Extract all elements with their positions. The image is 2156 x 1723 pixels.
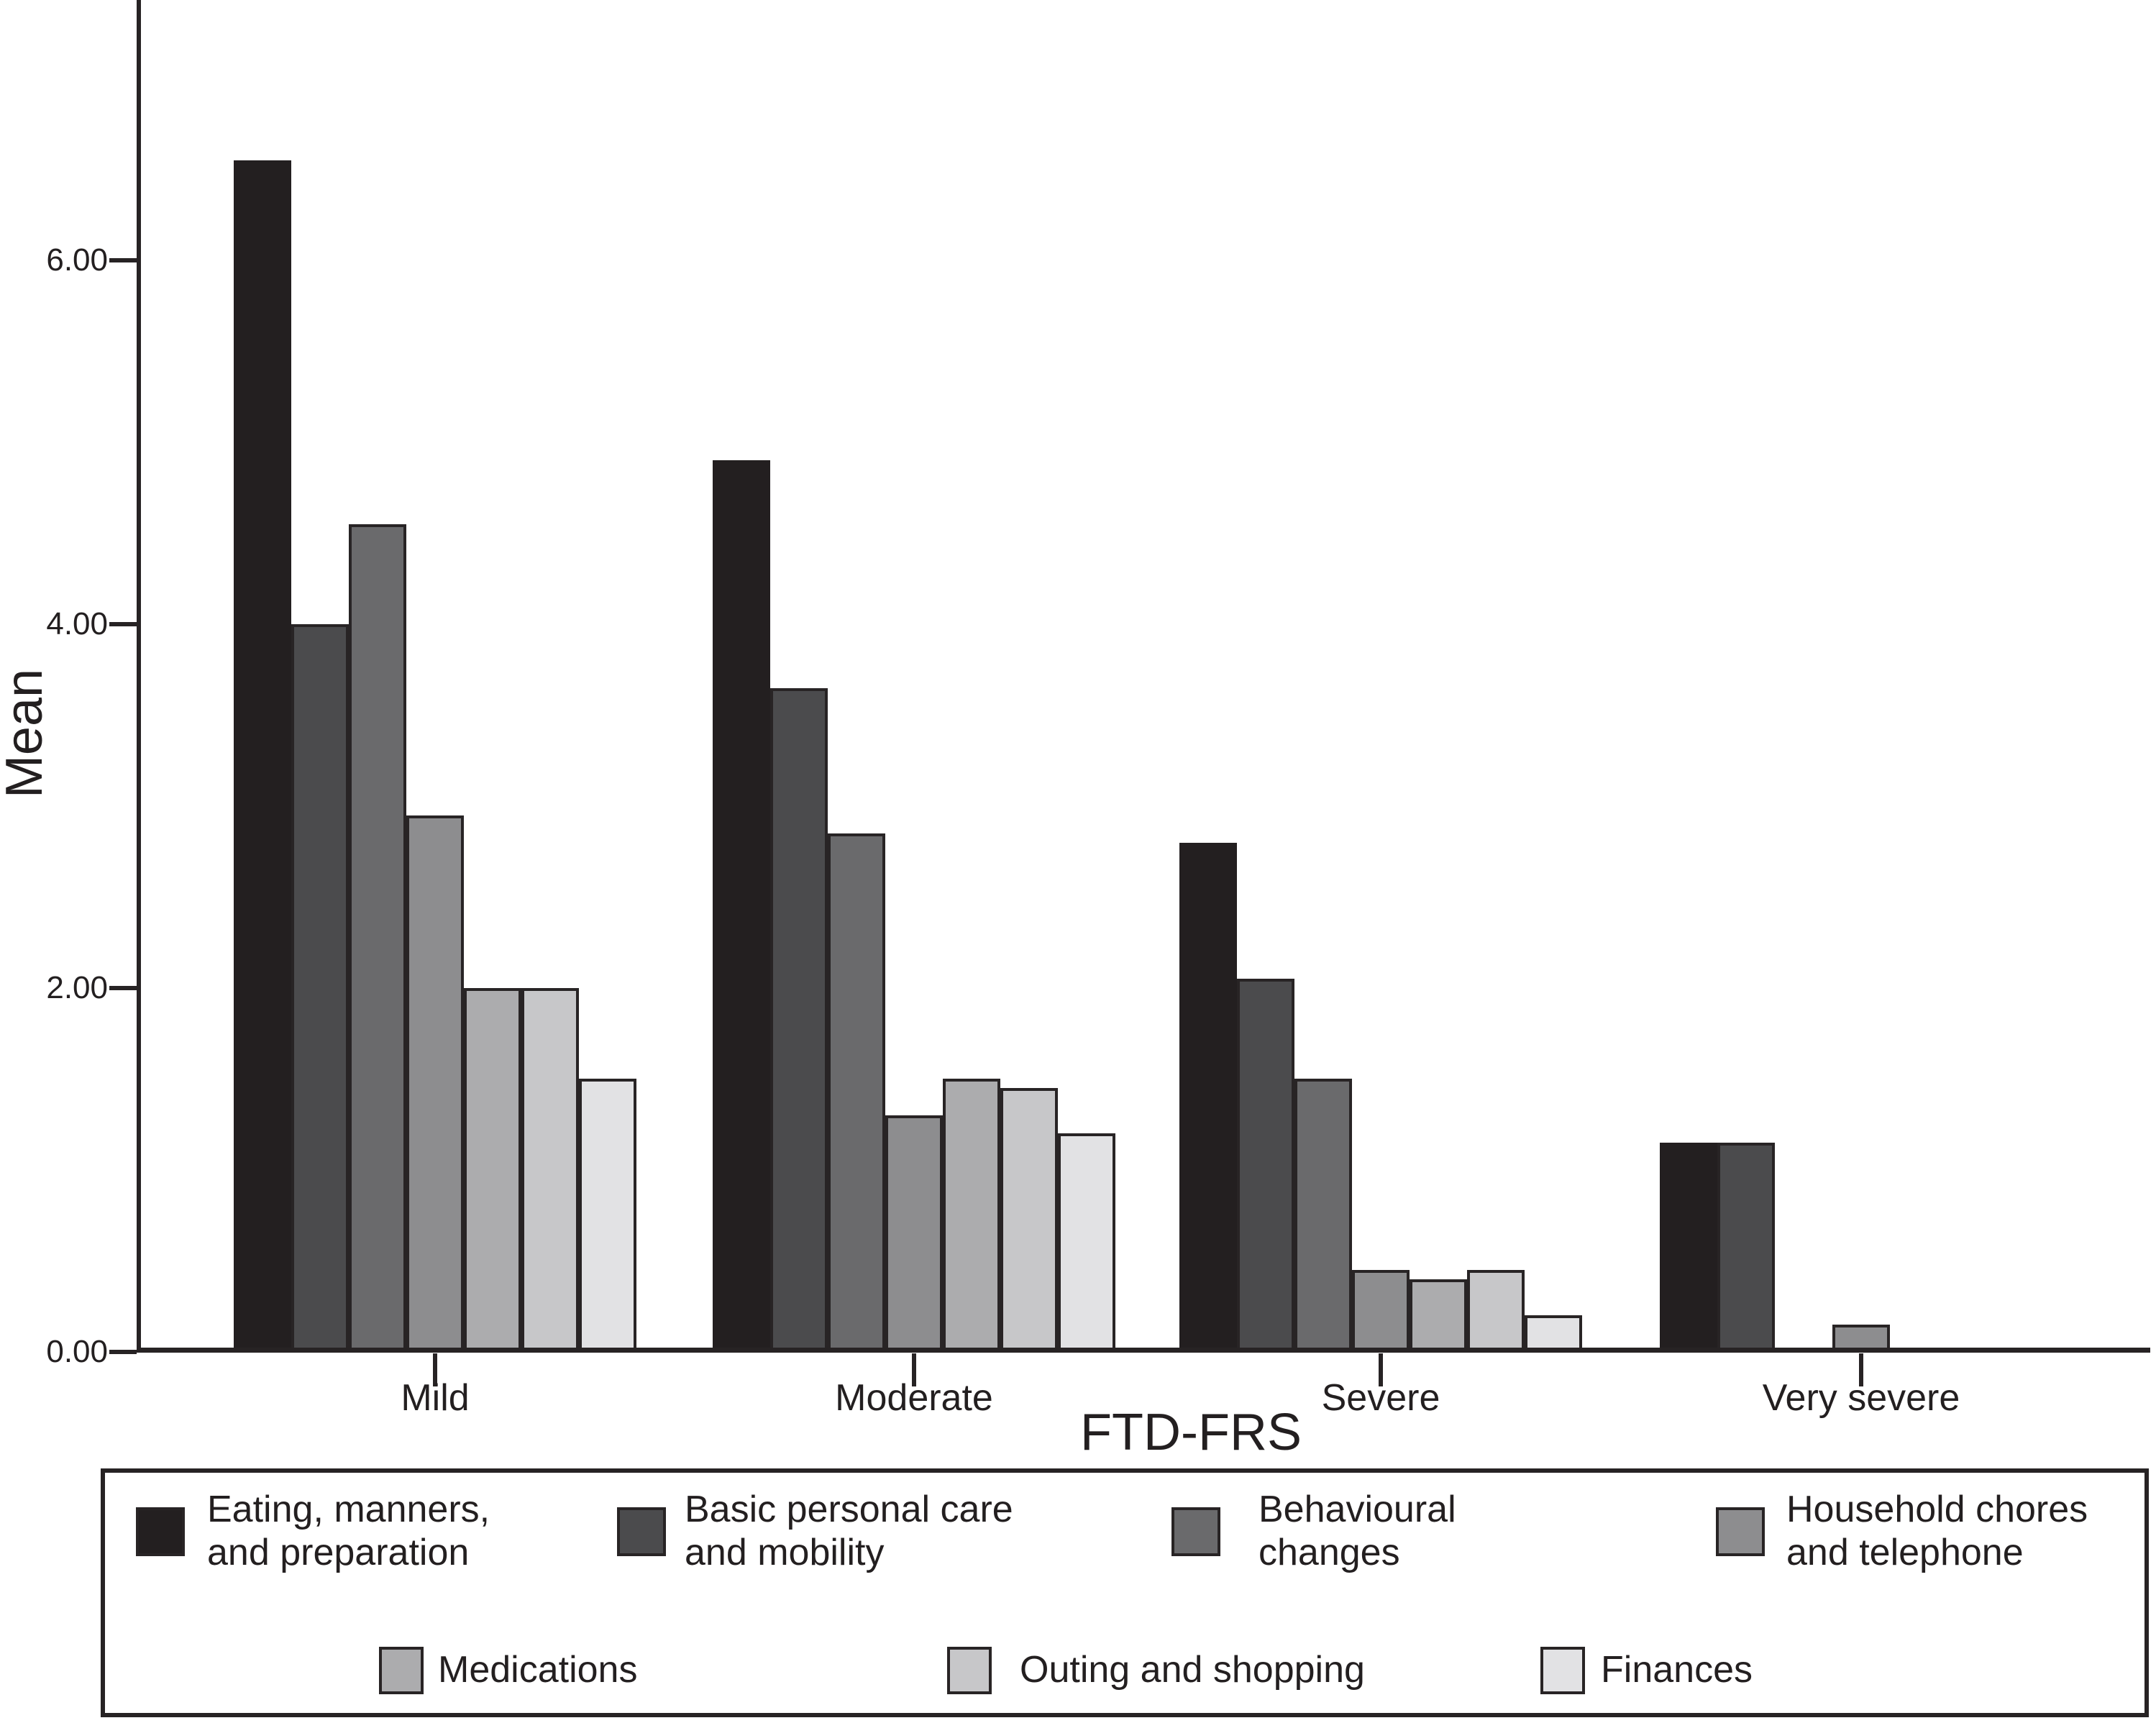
y-tick-mark (109, 258, 137, 262)
y-tick-mark (109, 1350, 137, 1354)
bar-very-severe-s0 (1660, 1143, 1717, 1352)
bar-severe-s2 (1294, 1079, 1352, 1352)
legend-label-s1: Basic personal care and mobility (685, 1489, 1013, 1573)
x-tick-mark (1859, 1353, 1863, 1386)
legend-swatch-s2 (1171, 1507, 1220, 1556)
legend-swatch-s4 (379, 1647, 424, 1694)
y-tick-label: 4.00 (46, 606, 108, 641)
legend-label-s5: Outing and shopping (1020, 1649, 1365, 1691)
y-tick-label: 0.00 (46, 1334, 108, 1369)
bar-mild-s5 (521, 988, 579, 1352)
y-tick-label: 6.00 (46, 242, 108, 278)
bar-severe-s1 (1237, 979, 1294, 1352)
legend-label-s0: Eating, manners, and preparation (207, 1489, 490, 1573)
legend-label-s3: Household chores and telephone (1786, 1489, 2088, 1573)
legend-swatch-s1 (617, 1507, 666, 1556)
legend-swatch-s5 (947, 1647, 992, 1694)
bar-moderate-s3 (885, 1115, 943, 1352)
legend-swatch-s6 (1540, 1647, 1585, 1694)
x-tick-label-mild: Mild (401, 1377, 470, 1419)
legend (101, 1468, 2149, 1717)
legend-label-s6: Finances (1601, 1649, 1753, 1691)
bar-moderate-s6 (1058, 1133, 1115, 1352)
x-tick-mark (433, 1353, 437, 1386)
x-tick-label-moderate: Moderate (835, 1377, 993, 1419)
legend-swatch-s3 (1716, 1507, 1765, 1556)
bar-mild-s6 (579, 1079, 636, 1352)
y-axis-line (137, 0, 141, 1352)
bar-mild-s2 (349, 524, 406, 1352)
legend-swatch-s0 (136, 1507, 185, 1556)
y-tick-label: 2.00 (46, 970, 108, 1005)
legend-label-s2: Behavioural changes (1259, 1489, 1456, 1573)
x-tick-mark (912, 1353, 916, 1386)
bar-mild-s0 (234, 160, 291, 1352)
bar-severe-s4 (1410, 1279, 1467, 1352)
bar-severe-s6 (1525, 1315, 1582, 1352)
x-tick-label-severe: Severe (1321, 1377, 1440, 1419)
bar-severe-s5 (1467, 1270, 1525, 1352)
bar-severe-s0 (1179, 843, 1237, 1352)
bar-mild-s4 (464, 988, 521, 1352)
x-tick-mark (1379, 1353, 1383, 1386)
bar-mild-s1 (291, 624, 349, 1352)
legend-label-s4: Medications (438, 1649, 638, 1691)
bar-moderate-s2 (828, 833, 885, 1352)
x-tick-label-very-severe: Very severe (1762, 1377, 1960, 1419)
bar-mild-s3 (406, 815, 464, 1352)
y-tick-mark (109, 622, 137, 626)
bar-moderate-s0 (713, 460, 770, 1352)
bar-very-severe-s1 (1717, 1143, 1775, 1352)
x-axis-title: FTD-FRS (1080, 1404, 1302, 1461)
y-tick-mark (109, 986, 137, 990)
y-axis-title: Mean (0, 668, 53, 799)
bar-severe-s3 (1352, 1270, 1410, 1352)
bar-moderate-s4 (943, 1079, 1000, 1352)
x-axis-line (137, 1348, 2150, 1353)
bar-moderate-s1 (770, 688, 828, 1352)
bar-moderate-s5 (1000, 1088, 1058, 1352)
